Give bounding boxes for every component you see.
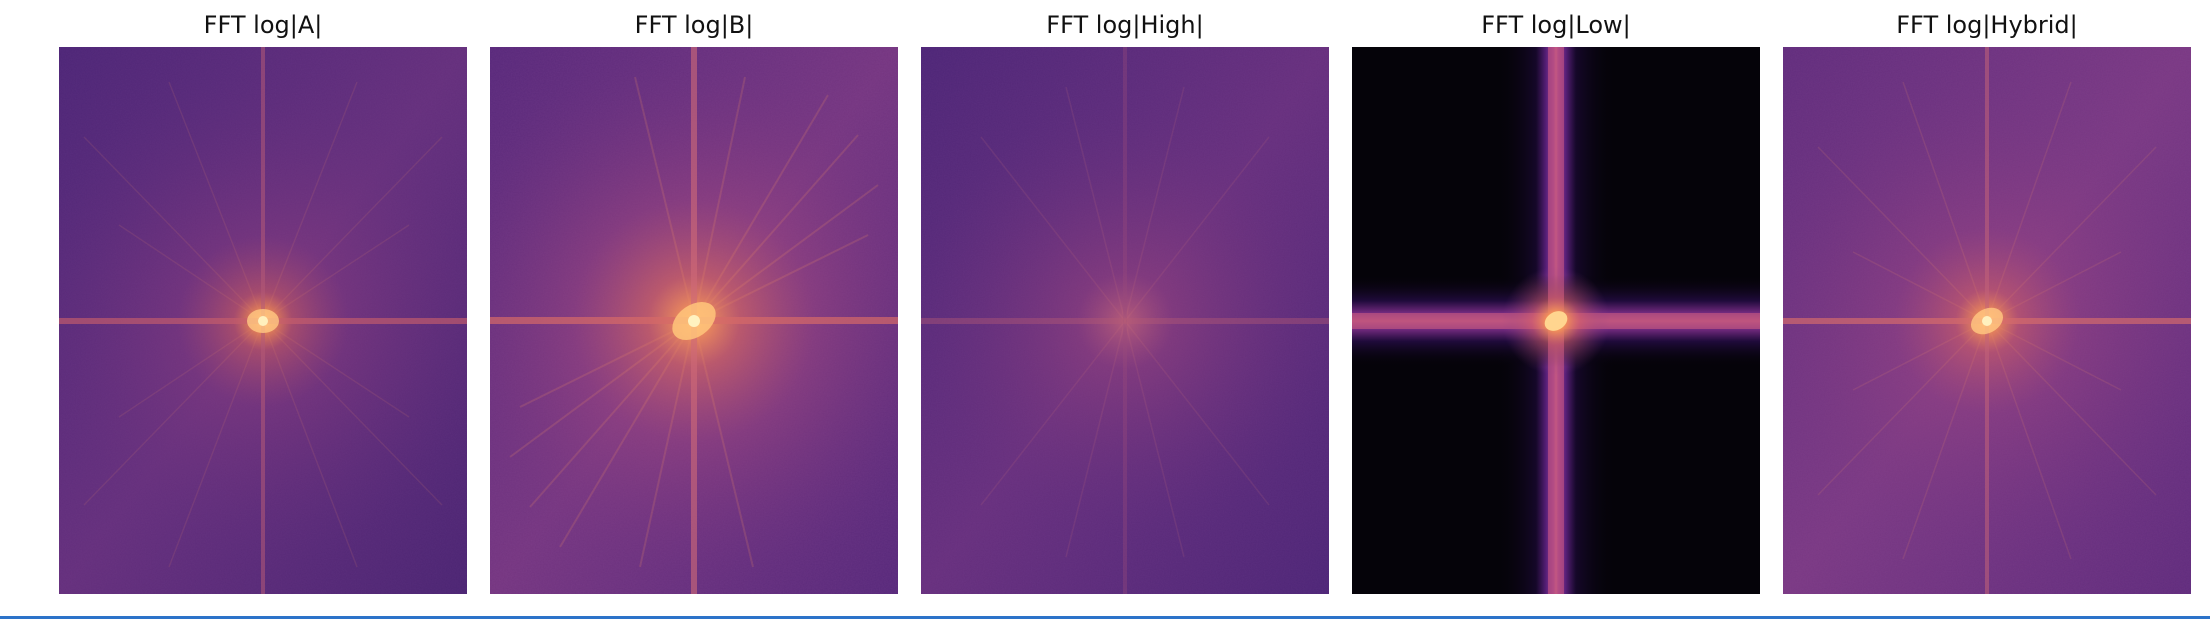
fft-panel-a: FFT log|A| bbox=[59, 0, 467, 600]
panel-title-high: FFT log|High| bbox=[1046, 11, 1204, 39]
fft-panel-hybrid: FFT log|Hybrid| bbox=[1783, 0, 2191, 600]
spectrum-image-low bbox=[1352, 47, 1760, 594]
bottom-divider bbox=[0, 616, 2210, 619]
spectrum-image-a bbox=[59, 47, 467, 594]
spectrum-image-high bbox=[921, 47, 1329, 594]
panel-title-a: FFT log|A| bbox=[203, 11, 323, 39]
panel-title-hybrid: FFT log|Hybrid| bbox=[1896, 11, 2078, 39]
spectrum-image-hybrid bbox=[1783, 47, 2191, 594]
panel-title-b: FFT log|B| bbox=[634, 11, 754, 39]
fft-panel-b: FFT log|B| bbox=[490, 0, 898, 600]
panel-title-low: FFT log|Low| bbox=[1481, 11, 1631, 39]
spectrum-image-b bbox=[490, 47, 898, 594]
fft-panel-low: FFT log|Low| bbox=[1352, 0, 1760, 600]
fft-panel-high: FFT log|High| bbox=[921, 0, 1329, 600]
